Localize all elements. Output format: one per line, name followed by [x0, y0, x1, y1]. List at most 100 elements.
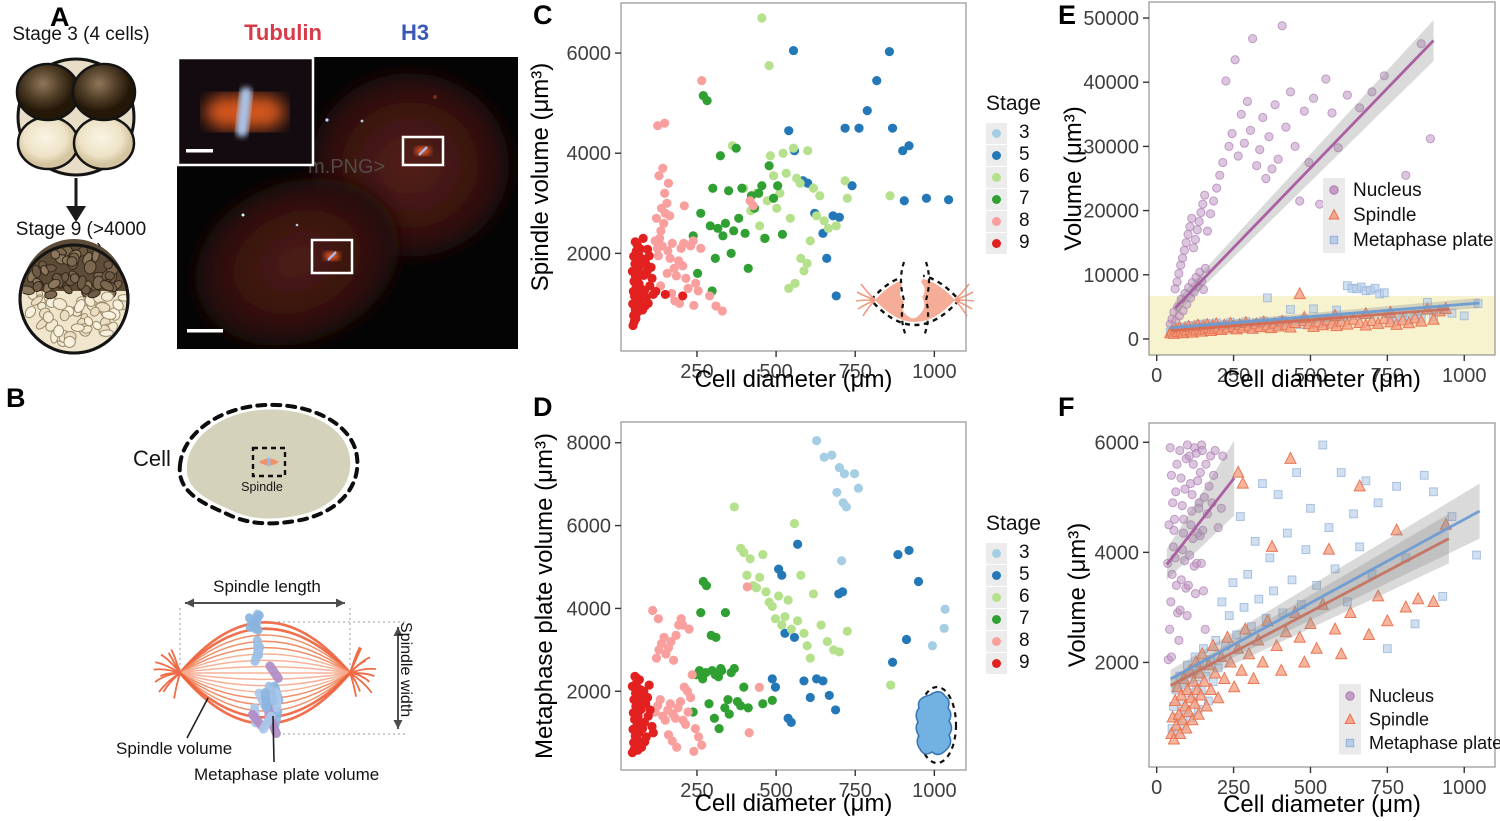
panel-label-d: D [533, 392, 553, 422]
panel-c-chart: 250 500 750 1000 2000 4000 6000 Cell diameter (… [530, 2, 975, 393]
series-6 [729, 502, 896, 690]
svg-text:500: 500 [759, 780, 792, 802]
stage-arrow [66, 178, 86, 222]
stage-legend-item: 8 [986, 630, 1096, 652]
svg-text:Spindle: Spindle [1353, 205, 1416, 226]
trend-line-nucleus [1165, 477, 1236, 566]
svg-text:4000: 4000 [567, 598, 612, 620]
legend-item-label: 9 [1019, 232, 1030, 253]
series-8 [650, 76, 758, 316]
x-axis-title: Cell diameter (μm) [695, 366, 893, 393]
svg-text:Metaphase plate: Metaphase plate [1369, 733, 1500, 753]
legend-key-icon [986, 542, 1007, 564]
confidence-band [1175, 19, 1434, 315]
svg-text:40000: 40000 [1083, 72, 1139, 94]
legend-key-icon [986, 166, 1007, 188]
mini-spindle [259, 457, 279, 467]
panel-label-a: A [50, 2, 70, 32]
legend-item-label: 7 [1019, 188, 1030, 209]
series-9 [627, 671, 658, 758]
x-axis-title: Cell diameter (μm) [695, 790, 893, 817]
broken-image-watermark: m.PNG> [308, 156, 385, 178]
plot-area [627, 13, 954, 331]
series-legend: Nucleus Spindle Metaphase plate [1339, 684, 1500, 755]
trend-line-metaphase-plate [1170, 301, 1480, 330]
svg-text:Metaphase plate: Metaphase plate [1353, 230, 1494, 251]
spindle-length-label: Spindle length [213, 577, 321, 596]
stage-legend-item: 3 [986, 122, 1096, 144]
svg-text:0: 0 [1151, 365, 1162, 387]
axes: 0 250 500 750 1000 2000 4000 6000 Cell diameter … [1064, 432, 1486, 818]
svg-text:Nucleus: Nucleus [1353, 180, 1422, 201]
stage-legend-item: 7 [986, 188, 1096, 210]
legend-item-label: 6 [1019, 166, 1030, 187]
svg-text:1000: 1000 [1442, 777, 1487, 799]
svg-text:750: 750 [839, 780, 872, 802]
spindle-inset [177, 57, 315, 167]
spindle-width-label: Spindle width [397, 622, 414, 718]
plot-area [1163, 440, 1481, 745]
svg-text:1000: 1000 [1442, 365, 1487, 387]
svg-text:0: 0 [1151, 777, 1162, 799]
svg-text:1000: 1000 [912, 780, 957, 802]
stage-legend-item: 6 [986, 586, 1096, 608]
stage3-caption: Stage 3 (4 cells) [12, 24, 150, 45]
stage-legend-item: 8 [986, 210, 1096, 232]
svg-text:4000: 4000 [1095, 542, 1140, 564]
series-8 [648, 582, 764, 756]
stage-legend-item: 5 [986, 564, 1096, 586]
svg-text:500: 500 [1294, 777, 1327, 799]
series-9 [627, 233, 688, 331]
embryo-stage-illustration [15, 57, 137, 355]
panel-f-chart: 0 250 500 750 1000 2000 4000 6000 Cell diameter … [1064, 422, 1500, 818]
trend-line-metaphase-plate [1169, 509, 1481, 681]
series-5 [784, 45, 954, 301]
svg-text:10000: 10000 [1083, 265, 1139, 287]
svg-text:2000: 2000 [567, 681, 612, 703]
svg-text:750: 750 [839, 361, 872, 383]
stage-legend-item: 7 [986, 608, 1096, 630]
y-axis-title: Metaphase plate volume (μm³) [531, 433, 558, 759]
svg-text:1000: 1000 [912, 361, 957, 383]
legend-item-label: 8 [1019, 210, 1030, 231]
trend-line-spindle [1170, 307, 1449, 333]
spindle-cartoon-inset [855, 261, 975, 337]
svg-text:250: 250 [1217, 777, 1250, 799]
svg-text:2000: 2000 [567, 243, 612, 265]
panel-border [620, 2, 967, 352]
cell-diagram [177, 402, 360, 526]
svg-text:6000: 6000 [567, 516, 612, 538]
x-axis-title: Cell diameter (μm) [1223, 791, 1421, 818]
svg-text:750: 750 [1371, 365, 1404, 387]
svg-text:750: 750 [1371, 777, 1404, 799]
scale-bar [187, 329, 223, 333]
measurement-guides [179, 608, 405, 735]
series-7 [688, 91, 788, 296]
legend-key-icon [986, 586, 1007, 608]
svg-text:6000: 6000 [567, 43, 612, 65]
legend-item-label: 6 [1019, 586, 1030, 607]
y-axis-title: Spindle volume (μm³) [530, 63, 554, 292]
legend-key-icon [986, 232, 1007, 254]
panel-border [1148, 422, 1496, 768]
legend-key-icon [986, 608, 1007, 630]
metaphase-plate-volume-label: Metaphase plate volume [194, 765, 380, 784]
trend-line-nucleus [1174, 39, 1435, 310]
spindle-zoom-box [251, 446, 287, 478]
legend-key-icon [986, 122, 1007, 144]
svg-text:0: 0 [1128, 329, 1139, 351]
spindle-highlight-box [401, 135, 445, 167]
trend-line-spindle [1169, 537, 1450, 687]
stage-legend-item: 5 [986, 144, 1096, 166]
svg-text:Nucleus: Nucleus [1369, 686, 1434, 706]
legend-item-label: 7 [1019, 608, 1030, 629]
panel-label-e: E [1058, 0, 1077, 30]
panel-border [620, 421, 967, 771]
scale-bar [186, 149, 213, 153]
y-axis-title: Volume (μm³) [1060, 106, 1087, 251]
svg-text:Spindle: Spindle [1369, 710, 1429, 730]
legend-key-icon [986, 630, 1007, 652]
label-pointers [186, 697, 275, 763]
legend-key-icon [986, 188, 1007, 210]
